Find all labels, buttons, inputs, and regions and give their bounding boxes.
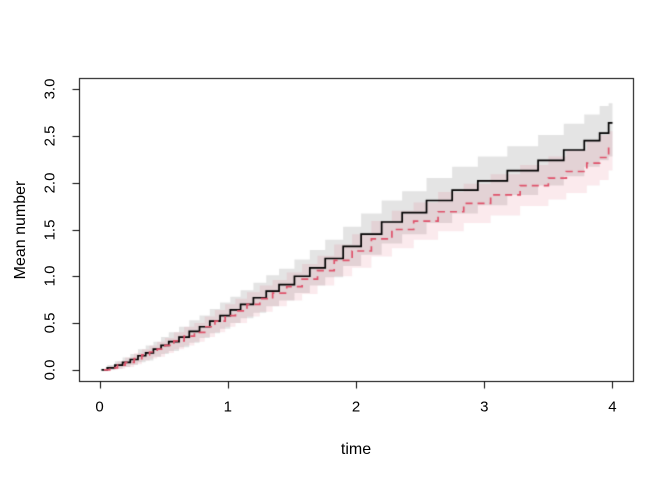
y-axis-title: Mean number <box>12 180 29 280</box>
x-axis-title: time <box>340 441 372 458</box>
